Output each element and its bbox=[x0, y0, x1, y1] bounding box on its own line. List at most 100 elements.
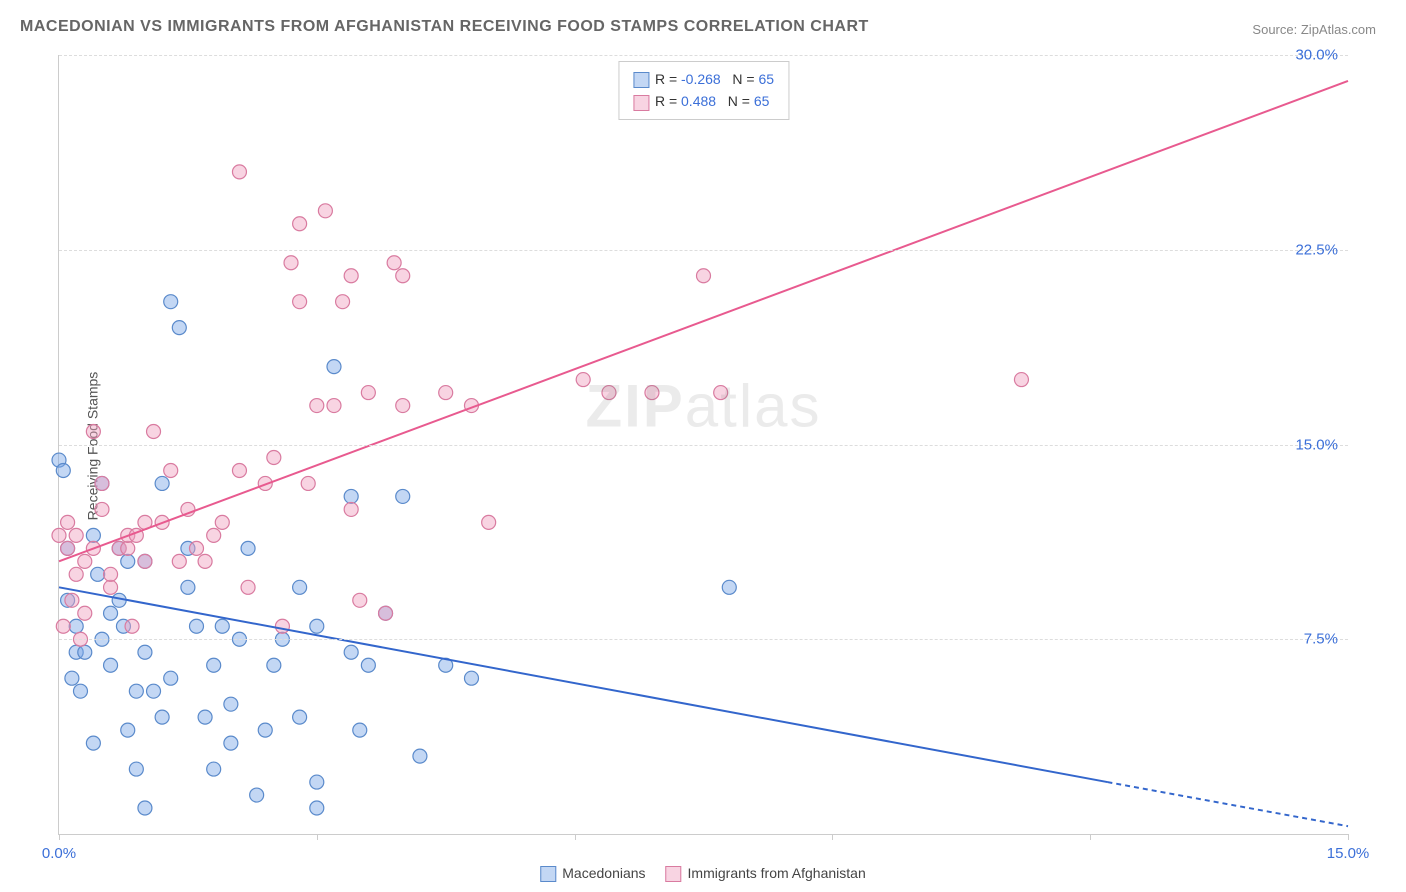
data-point bbox=[327, 360, 341, 374]
data-point bbox=[61, 541, 75, 555]
data-point bbox=[78, 606, 92, 620]
x-tick-label: 15.0% bbox=[1327, 845, 1370, 862]
data-point bbox=[645, 386, 659, 400]
data-point bbox=[129, 684, 143, 698]
source-label: Source: bbox=[1252, 22, 1297, 37]
data-point bbox=[258, 723, 272, 737]
data-point bbox=[65, 671, 79, 685]
data-point bbox=[275, 619, 289, 633]
legend-n-value: 65 bbox=[754, 93, 770, 109]
data-point bbox=[138, 801, 152, 815]
data-point bbox=[310, 619, 324, 633]
data-point bbox=[198, 710, 212, 724]
data-point bbox=[353, 593, 367, 607]
data-point bbox=[125, 619, 139, 633]
data-point bbox=[121, 554, 135, 568]
data-point bbox=[147, 425, 161, 439]
data-point bbox=[344, 502, 358, 516]
data-point bbox=[207, 528, 221, 542]
data-point bbox=[232, 165, 246, 179]
data-point bbox=[224, 697, 238, 711]
trend-line bbox=[59, 81, 1348, 561]
data-point bbox=[104, 606, 118, 620]
data-point bbox=[413, 749, 427, 763]
y-tick-label: 15.0% bbox=[1295, 436, 1338, 453]
data-point bbox=[482, 515, 496, 529]
data-point bbox=[69, 567, 83, 581]
data-point bbox=[189, 619, 203, 633]
legend-row: R = 0.488 N = 65 bbox=[633, 90, 774, 112]
data-point bbox=[267, 658, 281, 672]
data-point bbox=[353, 723, 367, 737]
gridline bbox=[59, 639, 1348, 640]
data-point bbox=[86, 736, 100, 750]
source-link[interactable]: ZipAtlas.com bbox=[1301, 22, 1376, 37]
data-point bbox=[164, 671, 178, 685]
gridline bbox=[59, 250, 1348, 251]
data-point bbox=[293, 217, 307, 231]
data-point bbox=[232, 463, 246, 477]
x-tick bbox=[1090, 834, 1091, 840]
data-point bbox=[207, 762, 221, 776]
legend-n-label: N = bbox=[728, 93, 754, 109]
data-point bbox=[104, 567, 118, 581]
data-point bbox=[65, 593, 79, 607]
data-point bbox=[147, 684, 161, 698]
legend-r-value: 0.488 bbox=[681, 93, 716, 109]
legend-item: Macedonians bbox=[540, 865, 645, 881]
data-point bbox=[138, 554, 152, 568]
data-point bbox=[241, 541, 255, 555]
series-legend: Macedonians Immigrants from Afghanistan bbox=[530, 865, 875, 882]
data-point bbox=[95, 502, 109, 516]
trend-line bbox=[59, 587, 1107, 782]
data-point bbox=[336, 295, 350, 309]
chart-title: MACEDONIAN VS IMMIGRANTS FROM AFGHANISTA… bbox=[20, 18, 869, 36]
data-point bbox=[267, 450, 281, 464]
data-point bbox=[86, 528, 100, 542]
data-point bbox=[361, 386, 375, 400]
data-point bbox=[464, 671, 478, 685]
data-point bbox=[293, 710, 307, 724]
data-point bbox=[241, 580, 255, 594]
legend-swatch bbox=[666, 866, 682, 882]
data-point bbox=[61, 515, 75, 529]
legend-n-value: 65 bbox=[758, 71, 774, 87]
y-tick-label: 30.0% bbox=[1295, 47, 1338, 64]
data-point bbox=[215, 515, 229, 529]
data-point bbox=[189, 541, 203, 555]
x-tick bbox=[832, 834, 833, 840]
data-point bbox=[52, 528, 66, 542]
data-point bbox=[1014, 373, 1028, 387]
data-point bbox=[78, 645, 92, 659]
legend-r-value: -0.268 bbox=[681, 71, 721, 87]
data-point bbox=[602, 386, 616, 400]
x-tick bbox=[575, 834, 576, 840]
x-tick bbox=[59, 834, 60, 840]
data-point bbox=[129, 762, 143, 776]
correlation-legend: R = -0.268 N = 65R = 0.488 N = 65 bbox=[618, 61, 789, 120]
data-point bbox=[121, 541, 135, 555]
data-point bbox=[164, 463, 178, 477]
data-point bbox=[396, 399, 410, 413]
data-point bbox=[155, 476, 169, 490]
data-point bbox=[164, 295, 178, 309]
data-point bbox=[293, 295, 307, 309]
data-point bbox=[104, 580, 118, 594]
data-point bbox=[361, 658, 375, 672]
data-point bbox=[172, 554, 186, 568]
data-point bbox=[714, 386, 728, 400]
data-point bbox=[250, 788, 264, 802]
data-point bbox=[73, 684, 87, 698]
data-point bbox=[576, 373, 590, 387]
data-point bbox=[439, 386, 453, 400]
legend-item-label: Immigrants from Afghanistan bbox=[688, 865, 866, 881]
data-point bbox=[138, 645, 152, 659]
legend-row: R = -0.268 N = 65 bbox=[633, 68, 774, 90]
data-point bbox=[121, 723, 135, 737]
data-point bbox=[95, 476, 109, 490]
data-point bbox=[396, 269, 410, 283]
data-point bbox=[396, 489, 410, 503]
legend-item: Immigrants from Afghanistan bbox=[666, 865, 866, 881]
data-point bbox=[155, 710, 169, 724]
data-point bbox=[344, 645, 358, 659]
